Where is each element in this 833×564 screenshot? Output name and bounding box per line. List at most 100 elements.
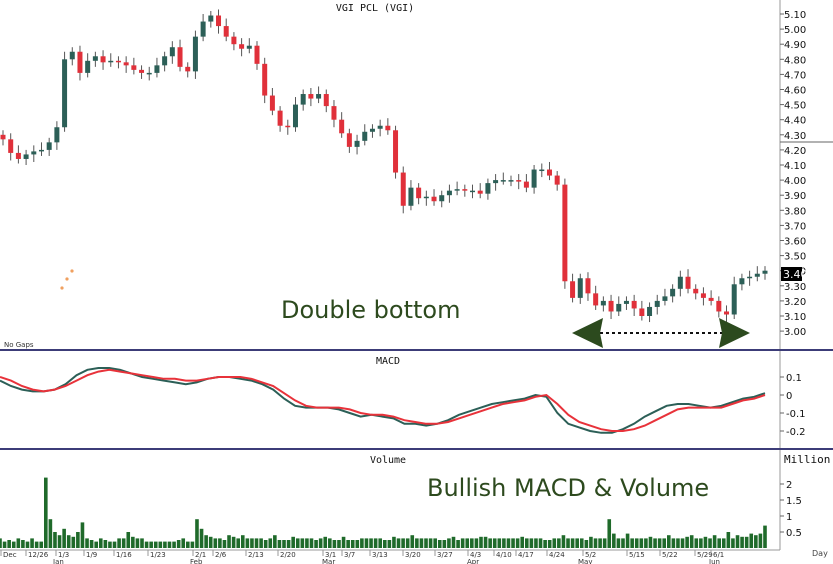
volume-bar <box>721 538 726 548</box>
candle <box>285 119 291 135</box>
candle <box>92 51 98 67</box>
candle-body <box>639 308 645 316</box>
candle-body <box>400 172 406 206</box>
candle-body <box>246 45 252 49</box>
volume-bar <box>2 541 7 548</box>
candle <box>223 18 229 42</box>
volume-bar <box>360 538 364 548</box>
volume-bar <box>552 538 557 548</box>
candle-body <box>46 142 52 150</box>
volume-bar <box>286 540 291 548</box>
volume-title: Volume <box>370 455 406 466</box>
candle <box>208 10 214 28</box>
volume-bar <box>648 536 653 548</box>
candle <box>162 51 168 72</box>
volume-panel: Volume Million 2 1.5 1 0.5 Bullish MACD & V… <box>0 450 830 550</box>
volume-bar <box>323 536 328 548</box>
volume-bar <box>735 535 740 548</box>
candle <box>454 181 460 196</box>
volume-bar <box>350 540 355 548</box>
volume-bar <box>153 541 158 548</box>
volume-bar <box>131 536 135 548</box>
volume-bar <box>158 541 163 548</box>
volume-bar <box>108 541 112 548</box>
price-tick-label: 5.00 <box>784 25 806 36</box>
volume-bar <box>703 536 708 548</box>
candle <box>177 39 183 72</box>
volume-bar <box>245 538 250 548</box>
price-tick-label: 4.70 <box>784 70 806 81</box>
candle <box>593 285 599 310</box>
volume-bar <box>424 538 428 548</box>
candle <box>54 121 60 150</box>
candle-body <box>208 15 214 22</box>
volume-bar <box>291 536 295 548</box>
volume-bar <box>566 538 570 548</box>
volume-bar <box>589 536 593 548</box>
volume-bar <box>392 536 396 548</box>
volume-bar <box>538 538 543 548</box>
volume-bar <box>419 538 424 548</box>
volume-bar <box>140 538 144 548</box>
volume-bar <box>676 538 680 548</box>
candle <box>708 290 714 306</box>
price-tick-label: 3.90 <box>784 191 806 202</box>
volume-bar <box>117 538 121 548</box>
candle-body <box>323 94 329 107</box>
volume-bar <box>405 538 410 548</box>
volume-bar <box>506 538 511 548</box>
volume-bar <box>625 533 630 548</box>
volume-bar <box>699 538 703 548</box>
candle <box>731 276 737 320</box>
volume-bar <box>25 541 30 548</box>
candle <box>431 189 437 206</box>
candle-body <box>169 47 175 57</box>
candle-body <box>708 297 714 301</box>
price-tick-label: 4.60 <box>784 86 806 97</box>
candle <box>562 178 568 289</box>
candle <box>239 38 245 57</box>
candle-body <box>677 276 683 289</box>
volume-bar <box>89 540 94 548</box>
volume-bar <box>428 538 433 548</box>
candle-body <box>85 60 91 73</box>
volume-tick-label: 2 <box>786 480 792 491</box>
candle <box>269 87 275 116</box>
volume-bar <box>332 540 337 548</box>
volume-bar <box>318 538 323 548</box>
double-bottom-arrow <box>572 318 750 348</box>
candle <box>462 184 468 197</box>
date-label: 3/13 <box>372 551 388 559</box>
date-label: Dec <box>3 551 17 559</box>
date-label: 5/15 <box>629 551 645 559</box>
volume-bar <box>382 540 387 548</box>
volume-bar <box>401 538 405 548</box>
volume-bar <box>708 538 712 548</box>
volume-bar <box>227 535 231 548</box>
candle-body <box>254 45 260 64</box>
price-tick-label: 4.80 <box>784 55 806 66</box>
volume-bar <box>616 538 621 548</box>
volume-bar <box>254 538 259 548</box>
candle <box>246 38 252 54</box>
volume-bar <box>195 519 199 548</box>
volume-bar <box>34 541 39 548</box>
candle <box>46 137 52 156</box>
volume-bar <box>172 541 176 548</box>
candle-body <box>685 276 691 289</box>
volume-bar <box>121 538 126 548</box>
candle <box>485 178 491 200</box>
volume-bar <box>314 540 318 548</box>
volume-bar <box>48 519 53 548</box>
candle-body <box>454 189 460 191</box>
volume-bar <box>758 533 763 548</box>
candle <box>577 273 583 304</box>
candle <box>38 142 44 156</box>
volume-bar <box>208 536 213 548</box>
candle <box>685 269 691 294</box>
candle <box>300 89 306 111</box>
volume-bar <box>149 541 153 548</box>
price-tick-label: 4.20 <box>784 146 806 157</box>
volume-bar <box>240 535 245 548</box>
volume-bar <box>396 538 401 548</box>
